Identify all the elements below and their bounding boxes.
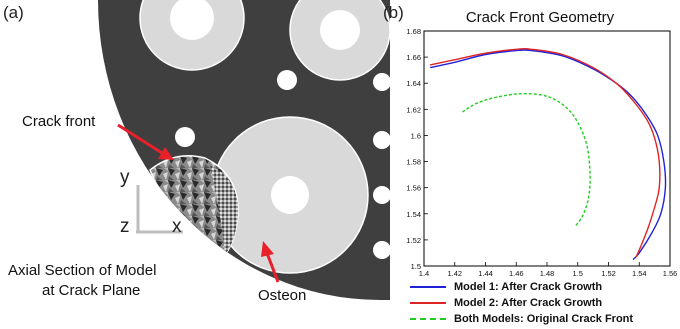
legend-swatch-model2 — [410, 302, 446, 304]
chart-title: Crack Front Geometry — [466, 9, 615, 26]
y-tick-label: 1.64 — [406, 79, 421, 88]
haversian-canal — [373, 241, 390, 259]
x-tick-label: 1.56 — [663, 269, 678, 278]
osteon-top-right — [289, 0, 390, 81]
crack-front-chart: Crack Front Geometry 1.5 1.52 1.54 1.56 1.58… — [406, 9, 678, 278]
legend-swatch-model1 — [410, 286, 446, 288]
x-tick-label: 1.5 — [573, 269, 583, 278]
osteon-arrow — [261, 241, 280, 283]
legend-entry-model1: Model 1: After Crack Growth — [410, 279, 633, 295]
crack-region — [149, 155, 239, 256]
chart-legend: Model 1: After Crack Growth Model 2: Aft… — [410, 279, 633, 327]
legend-label-model2: Model 2: After Crack Growth — [454, 297, 603, 309]
y-tick-label: 1.56 — [406, 184, 421, 193]
axial-section-label-line1: Axial Section of Model — [8, 262, 157, 279]
panel-b-label: (b) — [383, 3, 404, 22]
x-tick-label: 1.46 — [509, 269, 524, 278]
legend-entry-model2: Model 2: After Crack Growth — [410, 295, 633, 311]
haversian-canal — [373, 186, 390, 204]
legend-entry-original: Both Models: Original Crack Front — [410, 311, 633, 327]
axis-triad: y z x — [120, 167, 183, 237]
haversian-canal — [277, 70, 297, 90]
y-tick-label: 1.5 — [411, 262, 421, 271]
y-tick-label: 1.52 — [406, 236, 421, 245]
axis-x-glyph: x — [172, 216, 182, 237]
x-tick-label: 1.52 — [601, 269, 616, 278]
crack-front-label: Crack front — [22, 113, 96, 130]
y-tick-label: 1.58 — [406, 158, 421, 167]
y-tick-label: 1.62 — [406, 105, 421, 114]
legend-label-original: Both Models: Original Crack Front — [454, 313, 634, 325]
x-tick-label: 1.54 — [632, 269, 647, 278]
axial-section-label-line2: at Crack Plane — [42, 282, 141, 299]
legend-label-model1: Model 1: After Crack Growth — [454, 281, 603, 293]
x-tick-label: 1.44 — [478, 269, 493, 278]
axis-y-glyph: y — [120, 167, 130, 188]
x-tick-label: 1.42 — [447, 269, 462, 278]
plot-frame — [423, 30, 671, 267]
osteon-top-left — [139, 0, 245, 71]
osteon-label: Osteon — [258, 287, 307, 304]
y-tick-label: 1.54 — [406, 210, 421, 219]
series-line-1 — [430, 48, 661, 258]
x-tick-label: 1.48 — [540, 269, 555, 278]
osteon-center — [211, 116, 369, 274]
axis-z-glyph: z — [120, 216, 130, 237]
y-tick-label: 1.68 — [406, 27, 421, 36]
y-tick-label: 1.6 — [411, 131, 421, 140]
panel-a-label: (a) — [3, 3, 24, 22]
haversian-canal — [373, 73, 390, 91]
haversian-canal — [373, 131, 390, 149]
series-line-0 — [430, 49, 667, 260]
series-line-2 — [462, 92, 591, 228]
haversian-canal — [175, 127, 195, 147]
legend-swatch-original — [410, 318, 446, 320]
bone-section-illustration: y z x — [98, 0, 390, 300]
y-tick-label: 1.66 — [406, 53, 421, 62]
x-tick-label: 1.4 — [419, 269, 429, 278]
crack-front-arrow — [117, 123, 174, 160]
